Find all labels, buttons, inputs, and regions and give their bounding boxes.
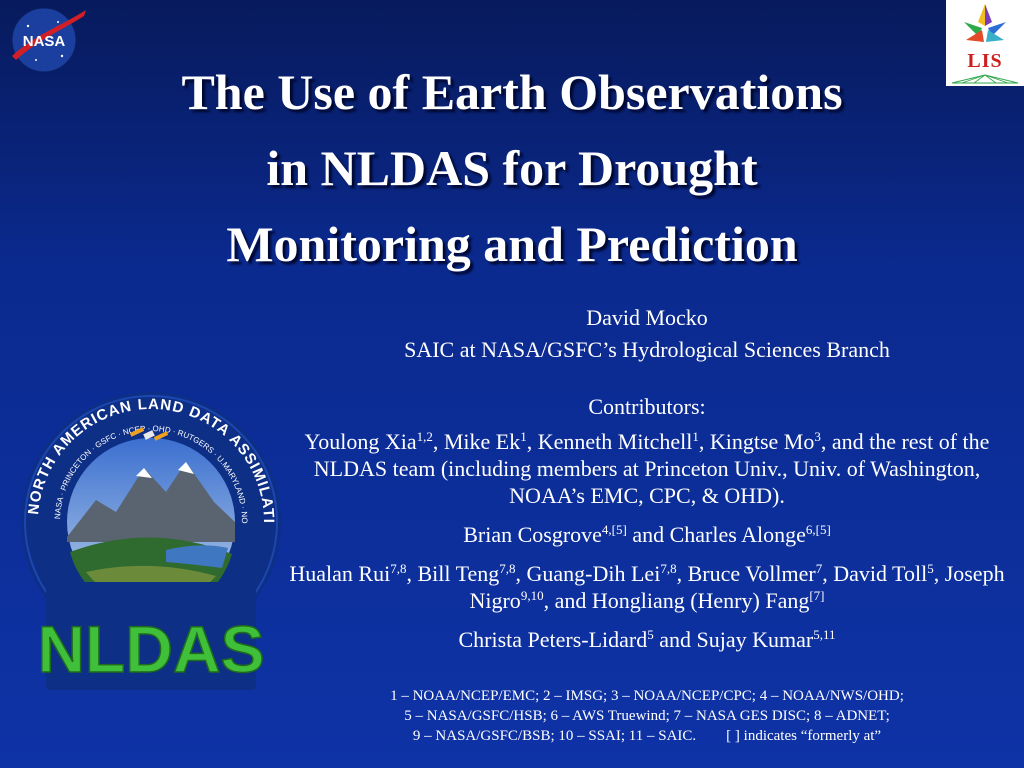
- affiliation-superscript: 1,2: [416, 429, 433, 444]
- satellite-icon: [129, 427, 169, 441]
- nasa-logo: NASA: [11, 7, 86, 73]
- affiliation-superscript: 7,8: [660, 561, 677, 576]
- affiliation-superscript: 7: [815, 561, 823, 576]
- nasa-logo-text: NASA: [23, 33, 66, 50]
- footnote-line-3: 9 – NASA/GSFC/BSB; 10 – SSAI; 11 – SAIC.…: [412, 728, 882, 744]
- contributors-heading: Contributors:: [588, 394, 706, 419]
- affiliation-superscript: 5: [647, 627, 654, 642]
- contributor-text: , Bill Teng: [406, 561, 500, 586]
- presenter-affiliation: SAIC at NASA/GSFC’s Hydrological Science…: [404, 337, 890, 362]
- contributor-text: Brian Cosgrove: [463, 522, 602, 547]
- contributor-text: Christa Peters-Lidard: [458, 627, 648, 652]
- affiliation-superscript: 3: [814, 429, 821, 444]
- affiliation-superscript: 4,[5]: [601, 522, 627, 537]
- contributor-group-1: Youlong Xia1,2, Mike Ek1, Kenneth Mitche…: [280, 428, 1014, 509]
- contributor-text: and Sujay Kumar: [653, 627, 814, 652]
- nldas-logo: NORTH AMERICAN LAND DATA ASSIMILATION SY…: [16, 372, 281, 690]
- contributor-text: , Mike Ek: [432, 429, 521, 454]
- presenter-block: David Mocko SAIC at NASA/GSFC’s Hydrolog…: [290, 302, 1004, 366]
- slide-title: The Use of Earth Observations in NLDAS f…: [60, 54, 964, 282]
- affiliation-superscript: 5,11: [813, 627, 836, 642]
- contributor-group-3: Hualan Rui7,8, Bill Teng7,8, Guang-Dih L…: [280, 560, 1014, 614]
- affiliation-superscript: 1: [520, 429, 527, 444]
- contributor-text: , and the rest of the NLDAS team (includ…: [313, 429, 990, 508]
- affiliation-superscript: 5: [927, 561, 934, 576]
- contributor-text: Hualan Rui: [289, 561, 391, 586]
- affiliation-superscript: 7,8: [499, 561, 516, 576]
- footnote-line-2: 5 – NASA/GSFC/HSB; 6 – AWS Truewind; 7 –…: [404, 708, 890, 724]
- contributor-text: and Charles Alonge: [626, 522, 806, 547]
- affiliation-superscript: 9,10: [520, 588, 544, 603]
- affiliation-superscript: 7,8: [390, 561, 407, 576]
- lis-grid-icon: [951, 74, 1019, 84]
- lis-logo: LIS: [946, 0, 1024, 86]
- title-line-2: in NLDAS for Drought: [266, 140, 758, 196]
- contributor-text: Youlong Xia: [304, 429, 417, 454]
- lis-logo-text: LIS: [967, 50, 1003, 72]
- contributor-text: , Bruce Vollmer: [676, 561, 816, 586]
- footnote-line-1: 1 – NOAA/NCEP/EMC; 2 – IMSG; 3 – NOAA/NC…: [390, 688, 904, 704]
- contributor-text: , Guang-Dih Lei: [515, 561, 661, 586]
- affiliation-superscript: 1: [692, 429, 699, 444]
- contributor-group-4: Christa Peters-Lidard5 and Sujay Kumar5,…: [280, 626, 1014, 653]
- contributor-text: , Joseph Nigro: [469, 561, 1005, 613]
- contributor-text: , and Hongliang (Henry) Fang: [543, 588, 810, 613]
- affiliation-footnotes: 1 – NOAA/NCEP/EMC; 2 – IMSG; 3 – NOAA/NC…: [270, 686, 1024, 746]
- affiliation-superscript: [7]: [809, 588, 825, 603]
- contributors-list: Youlong Xia1,2, Mike Ek1, Kenneth Mitche…: [280, 428, 1014, 665]
- contributor-text: , David Toll: [822, 561, 928, 586]
- contributor-group-2: Brian Cosgrove4,[5] and Charles Alonge6,…: [280, 521, 1014, 548]
- title-line-1: The Use of Earth Observations: [181, 64, 843, 120]
- contributor-text: , Kenneth Mitchell: [526, 429, 693, 454]
- contributor-text: , Kingtse Mo: [698, 429, 815, 454]
- title-line-3: Monitoring and Prediction: [226, 216, 798, 272]
- presenter-name: David Mocko: [586, 305, 708, 330]
- nldas-logo-text: NLDAS: [37, 612, 264, 686]
- lis-emblem: [964, 4, 1006, 42]
- affiliation-superscript: 6,[5]: [805, 522, 831, 537]
